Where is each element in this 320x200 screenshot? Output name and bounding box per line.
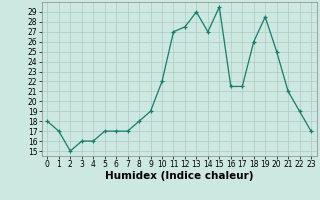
X-axis label: Humidex (Indice chaleur): Humidex (Indice chaleur) (105, 171, 253, 181)
